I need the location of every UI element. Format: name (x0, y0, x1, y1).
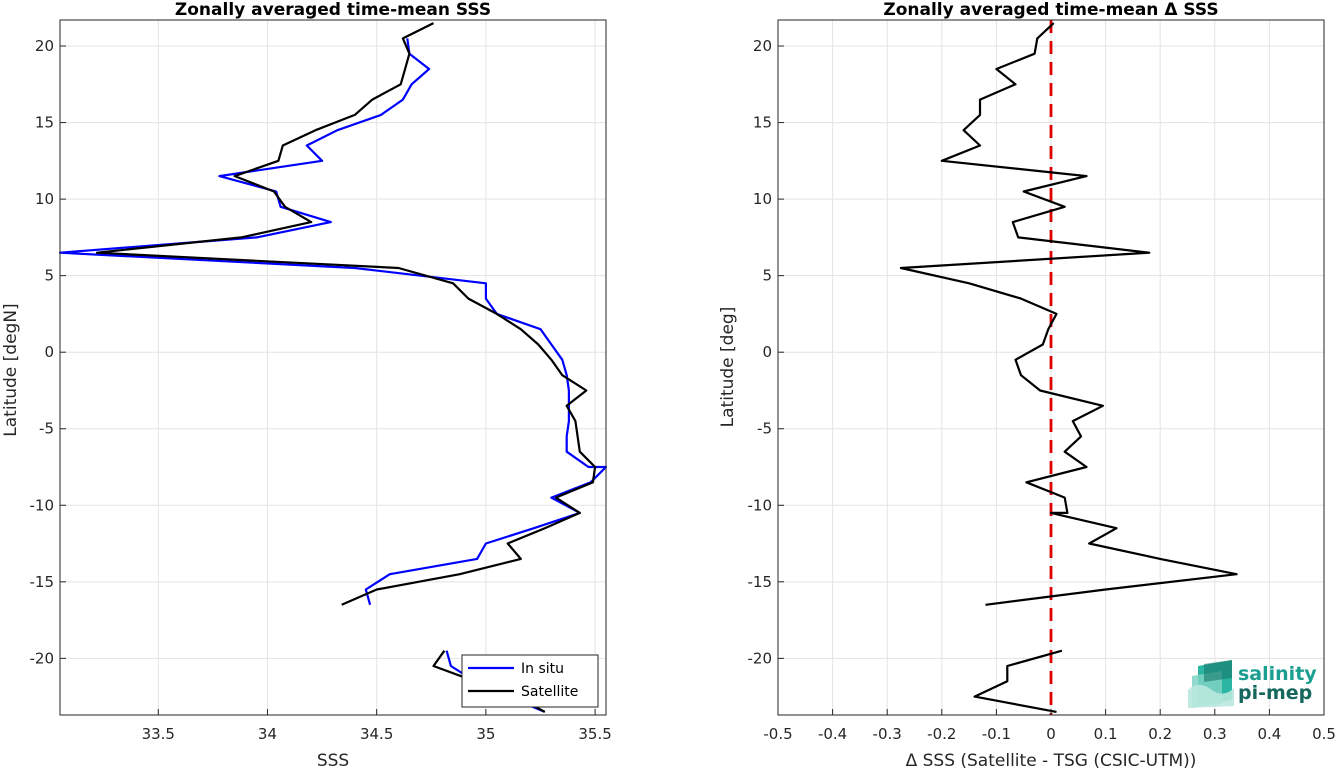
left-chart-title: Zonally averaged time-mean SSS (175, 0, 491, 20)
right-x-tick-label-9: 0.4 (1257, 725, 1281, 743)
right-y-tick-label-5: 5 (762, 267, 772, 285)
left-y-tick-label-8: 20 (35, 37, 54, 55)
right-y-tick-label-0: -20 (748, 649, 773, 667)
right-y-tick-label-2: -10 (748, 496, 773, 514)
right-panel: -0.5 -0.4 -0.3 -0.2 -0.1 0 0.1 0.2 0.3 0.4 0.5 -20 -… (718, 0, 1336, 769)
left-y-axis-label: Latitude [degN] (1, 303, 21, 436)
right-x-tick-label-1: -0.4 (818, 725, 847, 743)
logo-word-salinity: salinity (1238, 663, 1317, 685)
legend-label-in-situ: In situ (521, 661, 564, 677)
left-x-tick-label-2: 34.5 (360, 725, 393, 743)
right-y-tick-label-6: 10 (753, 190, 772, 208)
left-y-tick-label-2: -10 (30, 496, 55, 514)
right-y-axis-label: Latitude [deg] (718, 307, 738, 428)
left-y-tick-label-4: 0 (44, 343, 54, 361)
right-y-tick-label-4: 0 (762, 343, 772, 361)
right-ticks: -0.5 -0.4 -0.3 -0.2 -0.1 0 0.1 0.2 0.3 0.4 0.5 -20 -… (748, 37, 1336, 743)
right-y-tick-label-8: 20 (753, 37, 772, 55)
right-x-tick-label-10: 0.5 (1312, 725, 1336, 743)
right-x-axis-label: Δ SSS (Satellite - TSG (CSIC-UTM)) (906, 751, 1197, 769)
left-grid (60, 20, 606, 715)
left-x-tick-label-1: 34 (258, 725, 277, 743)
right-chart-title: Zonally averaged time-mean Δ SSS (883, 0, 1218, 20)
right-x-tick-label-8: 0.3 (1203, 725, 1227, 743)
right-x-tick-label-3: -0.2 (927, 725, 956, 743)
left-series-satellite-segment-0 (95, 22, 597, 606)
left-plot-area (60, 20, 606, 715)
left-y-tick-label-1: -15 (30, 573, 55, 591)
wave-logo-icon (1188, 660, 1234, 708)
right-x-tick-label-0: -0.5 (763, 725, 792, 743)
left-y-tick-label-7: 15 (35, 114, 54, 132)
left-x-tick-label-4: 35.5 (578, 725, 611, 743)
right-x-tick-label-5: 0 (1046, 725, 1056, 743)
left-y-tick-label-5: 5 (44, 267, 54, 285)
right-x-tick-label-6: 0.1 (1094, 725, 1118, 743)
right-y-tick-label-3: -5 (757, 420, 772, 438)
right-y-tick-label-1: -15 (748, 573, 773, 591)
right-series-lines (899, 22, 1238, 713)
right-x-tick-label-4: -0.1 (982, 725, 1011, 743)
left-plot-frame (59, 19, 607, 716)
left-y-tick-label-6: 10 (35, 190, 54, 208)
left-y-tick-label-3: -5 (39, 420, 54, 438)
right-series-delta-sss-segment-1 (973, 649, 1063, 713)
right-y-tick-label-7: 15 (753, 114, 772, 132)
left-panel: 33.5 34 34.5 35 35.5 -20 -15 -10 -5 0 5 10 15 20 Zona… (1, 0, 612, 769)
left-x-tick-label-0: 33.5 (142, 725, 175, 743)
salinity-pi-mep-logo: salinity pi-mep (1188, 660, 1317, 708)
left-x-axis-label: SSS (317, 751, 349, 769)
left-ticks: 33.5 34 34.5 35 35.5 -20 -15 -10 -5 0 5 10 15 20 (30, 37, 612, 743)
legend-box (461, 654, 599, 708)
left-y-tick-label-0: -20 (30, 649, 55, 667)
left-x-tick-label-3: 35 (476, 725, 495, 743)
legend-label-satellite: Satellite (521, 684, 578, 700)
right-x-tick-label-7: 0.2 (1148, 725, 1172, 743)
right-x-tick-label-2: -0.3 (873, 725, 902, 743)
legend: In situ Satellite (461, 654, 599, 708)
logo-word-pi-mep: pi-mep (1238, 682, 1312, 704)
right-series-delta-sss-segment-0 (899, 22, 1238, 606)
